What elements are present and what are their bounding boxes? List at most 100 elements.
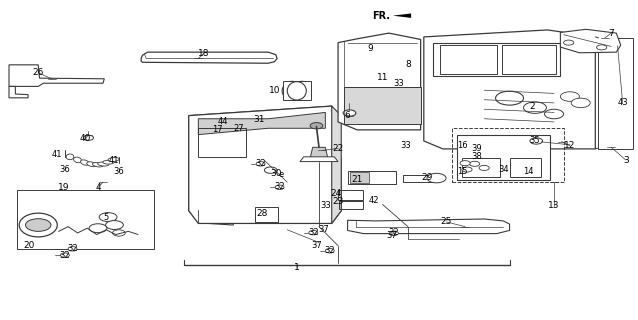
Text: 17: 17 bbox=[212, 125, 223, 134]
Text: 20: 20 bbox=[23, 241, 34, 250]
Circle shape bbox=[310, 123, 323, 129]
Polygon shape bbox=[338, 33, 420, 130]
Bar bbox=[598, 38, 634, 149]
Circle shape bbox=[524, 102, 546, 113]
Ellipse shape bbox=[103, 160, 114, 164]
Text: 37: 37 bbox=[318, 225, 329, 234]
Text: 37: 37 bbox=[312, 241, 322, 250]
Bar bbox=[433, 43, 560, 76]
Ellipse shape bbox=[19, 213, 57, 237]
Circle shape bbox=[343, 110, 356, 116]
Ellipse shape bbox=[292, 81, 311, 100]
Text: e: e bbox=[278, 170, 283, 179]
Text: 6: 6 bbox=[345, 111, 350, 120]
Text: 16: 16 bbox=[457, 141, 468, 150]
Circle shape bbox=[325, 249, 334, 253]
Text: 39: 39 bbox=[471, 144, 482, 153]
Text: 7: 7 bbox=[608, 28, 614, 38]
Text: 19: 19 bbox=[58, 183, 70, 192]
Circle shape bbox=[571, 98, 590, 108]
Circle shape bbox=[462, 167, 472, 172]
Bar bbox=[510, 158, 541, 178]
Polygon shape bbox=[424, 30, 595, 149]
Text: 12: 12 bbox=[564, 141, 575, 150]
Text: 25: 25 bbox=[440, 217, 452, 226]
Ellipse shape bbox=[87, 162, 96, 167]
Text: 32: 32 bbox=[255, 159, 266, 168]
Text: 30: 30 bbox=[270, 169, 281, 178]
Polygon shape bbox=[310, 147, 328, 158]
Bar bbox=[17, 190, 154, 249]
Text: 33: 33 bbox=[320, 201, 330, 210]
Text: FR.: FR. bbox=[372, 11, 390, 21]
Polygon shape bbox=[560, 29, 621, 53]
Text: 37: 37 bbox=[386, 231, 397, 240]
Text: 34: 34 bbox=[498, 165, 508, 174]
Text: 32: 32 bbox=[308, 228, 318, 237]
Polygon shape bbox=[348, 219, 510, 234]
Text: 40: 40 bbox=[80, 134, 91, 143]
Text: 24: 24 bbox=[330, 189, 342, 198]
Ellipse shape bbox=[80, 160, 89, 165]
Circle shape bbox=[264, 167, 277, 173]
Text: 32: 32 bbox=[389, 228, 399, 237]
Circle shape bbox=[26, 219, 51, 231]
Bar bbox=[283, 81, 311, 100]
Bar bbox=[338, 190, 364, 200]
Circle shape bbox=[89, 224, 107, 233]
Circle shape bbox=[470, 161, 480, 166]
Circle shape bbox=[496, 91, 524, 105]
Circle shape bbox=[100, 213, 117, 221]
Text: 36: 36 bbox=[114, 167, 124, 176]
Text: 32: 32 bbox=[67, 244, 78, 253]
Polygon shape bbox=[332, 106, 341, 223]
Bar bbox=[502, 45, 556, 74]
Text: 2: 2 bbox=[529, 101, 535, 111]
Polygon shape bbox=[198, 112, 325, 135]
Text: 42: 42 bbox=[369, 196, 380, 205]
Circle shape bbox=[105, 220, 123, 229]
Text: 41: 41 bbox=[52, 150, 63, 159]
Text: 29: 29 bbox=[421, 173, 433, 182]
Circle shape bbox=[112, 230, 125, 236]
Circle shape bbox=[479, 165, 489, 171]
Text: 38: 38 bbox=[471, 152, 482, 161]
Text: 27: 27 bbox=[233, 124, 244, 133]
Circle shape bbox=[563, 40, 574, 45]
Text: 3: 3 bbox=[623, 156, 628, 164]
Text: 4: 4 bbox=[95, 183, 101, 192]
Text: 33: 33 bbox=[393, 79, 404, 88]
Ellipse shape bbox=[93, 163, 103, 167]
Text: 21: 21 bbox=[352, 175, 363, 184]
Text: 13: 13 bbox=[548, 202, 560, 211]
Text: 32: 32 bbox=[325, 246, 335, 255]
Text: 33: 33 bbox=[400, 141, 411, 150]
Text: 26: 26 bbox=[33, 68, 44, 77]
Text: 43: 43 bbox=[618, 99, 628, 108]
Bar bbox=[403, 175, 434, 181]
Bar bbox=[198, 128, 246, 157]
Text: 35: 35 bbox=[530, 136, 540, 146]
Bar bbox=[457, 135, 549, 180]
Text: 28: 28 bbox=[256, 209, 267, 219]
Text: 10: 10 bbox=[269, 86, 280, 95]
Circle shape bbox=[256, 162, 265, 166]
Ellipse shape bbox=[108, 157, 119, 162]
Text: 44: 44 bbox=[217, 117, 228, 126]
Polygon shape bbox=[189, 106, 341, 223]
Text: 1: 1 bbox=[294, 263, 300, 272]
Circle shape bbox=[544, 109, 563, 119]
Text: 32: 32 bbox=[274, 182, 285, 191]
Text: 31: 31 bbox=[253, 115, 264, 124]
Circle shape bbox=[390, 231, 398, 236]
Circle shape bbox=[427, 173, 446, 183]
Polygon shape bbox=[392, 13, 411, 18]
Polygon shape bbox=[345, 87, 420, 124]
Text: 14: 14 bbox=[523, 167, 534, 176]
Text: 23: 23 bbox=[332, 197, 344, 206]
Ellipse shape bbox=[282, 81, 301, 100]
Circle shape bbox=[530, 138, 542, 144]
Text: 22: 22 bbox=[332, 144, 344, 153]
Circle shape bbox=[275, 185, 284, 189]
Text: 41: 41 bbox=[108, 156, 119, 164]
